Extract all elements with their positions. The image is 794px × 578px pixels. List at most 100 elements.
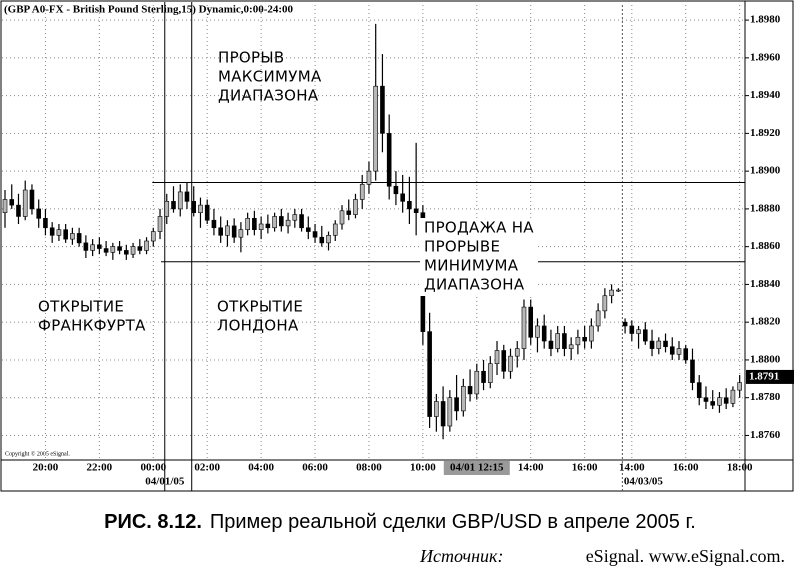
candle-body: [157, 216, 163, 232]
last-price-label: 1.8791: [749, 370, 779, 382]
candle-body: [43, 218, 48, 229]
annotation: ОТКРЫТИЕ: [217, 298, 303, 316]
annotation: МАКСИМУМА: [218, 68, 322, 86]
candle-body: [380, 85, 385, 134]
candle-body: [393, 185, 399, 195]
candle-body: [508, 355, 513, 372]
y-tick-label: 1.8960: [750, 51, 781, 63]
annotation-bg: [420, 218, 538, 296]
y-tick-label: 1.8920: [750, 127, 781, 139]
candle-body: [218, 227, 223, 236]
y-tick-label: 1.8820: [750, 316, 781, 328]
annotation: ДИАПАЗОНА: [218, 87, 319, 105]
candle-body: [535, 325, 540, 338]
candle-body: [487, 363, 493, 383]
candle-body: [616, 289, 621, 292]
candle-body: [427, 331, 432, 417]
candle-body: [258, 223, 264, 230]
caption-label: РИС. 8.12.: [104, 511, 202, 533]
candle-body: [461, 386, 466, 412]
candle-body: [76, 233, 82, 244]
candle-body: [562, 333, 567, 349]
candle-body: [595, 310, 601, 327]
x-tick-label: 00:00: [140, 462, 166, 474]
candle-body: [56, 229, 62, 236]
candle-body: [83, 242, 89, 251]
candle-body: [609, 289, 614, 297]
candle-body: [622, 321, 628, 327]
candle-body: [204, 204, 210, 221]
candle-body: [279, 216, 284, 227]
candle-body: [386, 133, 392, 187]
y-tick-label: 1.8980: [750, 14, 781, 26]
annotation: МИНИМУМА: [424, 257, 519, 275]
annotation: ОТКРЫТИЕ: [38, 298, 124, 316]
candle-body: [669, 346, 675, 355]
annotation: ПРОРЫВЕ: [424, 238, 500, 256]
y-tick-label: 1.8800: [750, 353, 781, 365]
candle-body: [541, 325, 547, 342]
candle-body: [629, 325, 635, 334]
candle-body: [373, 85, 379, 172]
candle-body: [636, 329, 641, 334]
x-tick-label: 20:00: [33, 462, 59, 474]
candle-body: [177, 191, 183, 210]
y-tick-label: 1.8880: [750, 202, 781, 214]
candle-body: [9, 199, 15, 206]
y-tick-label: 1.8840: [750, 278, 781, 290]
candle-body: [184, 191, 190, 202]
candle-body: [703, 397, 709, 402]
candle-body: [29, 189, 35, 210]
candle-body: [710, 401, 716, 406]
annotation: ПРОДАЖА НА: [424, 219, 534, 237]
x-tick-label: 08:00: [356, 462, 382, 474]
candle-body: [171, 201, 176, 210]
candle-body: [494, 350, 500, 365]
candle-body: [252, 218, 257, 230]
candle-body: [454, 397, 459, 412]
candle-body: [521, 306, 527, 349]
candle-body: [723, 397, 729, 404]
candle-body: [211, 219, 217, 229]
candle-body: [319, 236, 325, 244]
candle-body: [440, 401, 446, 427]
annotation: ДИАПАЗОНА: [424, 276, 525, 294]
candle-body: [245, 218, 250, 230]
y-tick-label: 1.8900: [750, 165, 781, 177]
candle-body: [359, 184, 365, 200]
candle-body: [272, 216, 277, 229]
time-highlight: [443, 461, 510, 475]
candle-body: [353, 199, 358, 215]
x-tick-label: 04/01 12:15: [450, 462, 504, 474]
chart-title: (GBP A0-FX - British Pound Sterling,15) …: [4, 4, 294, 16]
caption: РИС. 8.12. Пример реальной сделки GBP/USD…: [104, 511, 696, 533]
candle-body: [265, 223, 271, 229]
candle-body: [434, 401, 439, 417]
y-tick-label: 1.8760: [750, 429, 781, 441]
candle-body: [305, 227, 311, 232]
candle-body: [130, 246, 136, 255]
last-price-box: [746, 369, 794, 384]
candle-body: [366, 170, 372, 185]
candle-body: [717, 397, 722, 406]
candle-body: [447, 397, 453, 427]
candle-body: [22, 189, 28, 217]
candle-body: [663, 340, 668, 348]
candle-body: [548, 340, 554, 349]
x-tick-label: 16:00: [572, 462, 598, 474]
candle-body: [150, 231, 156, 242]
candle-body: [326, 235, 331, 244]
candle-body: [70, 233, 75, 240]
x-tick-label: 14:00: [518, 462, 544, 474]
candle-body: [144, 240, 149, 251]
x-tick-label: 18:00: [727, 462, 753, 474]
candle-body: [97, 244, 102, 249]
candle-body: [555, 333, 560, 349]
candle-body: [238, 229, 244, 238]
candle-body: [110, 246, 116, 253]
candle-body: [514, 348, 520, 357]
candle-body: [481, 370, 486, 383]
candle-body: [676, 348, 682, 355]
